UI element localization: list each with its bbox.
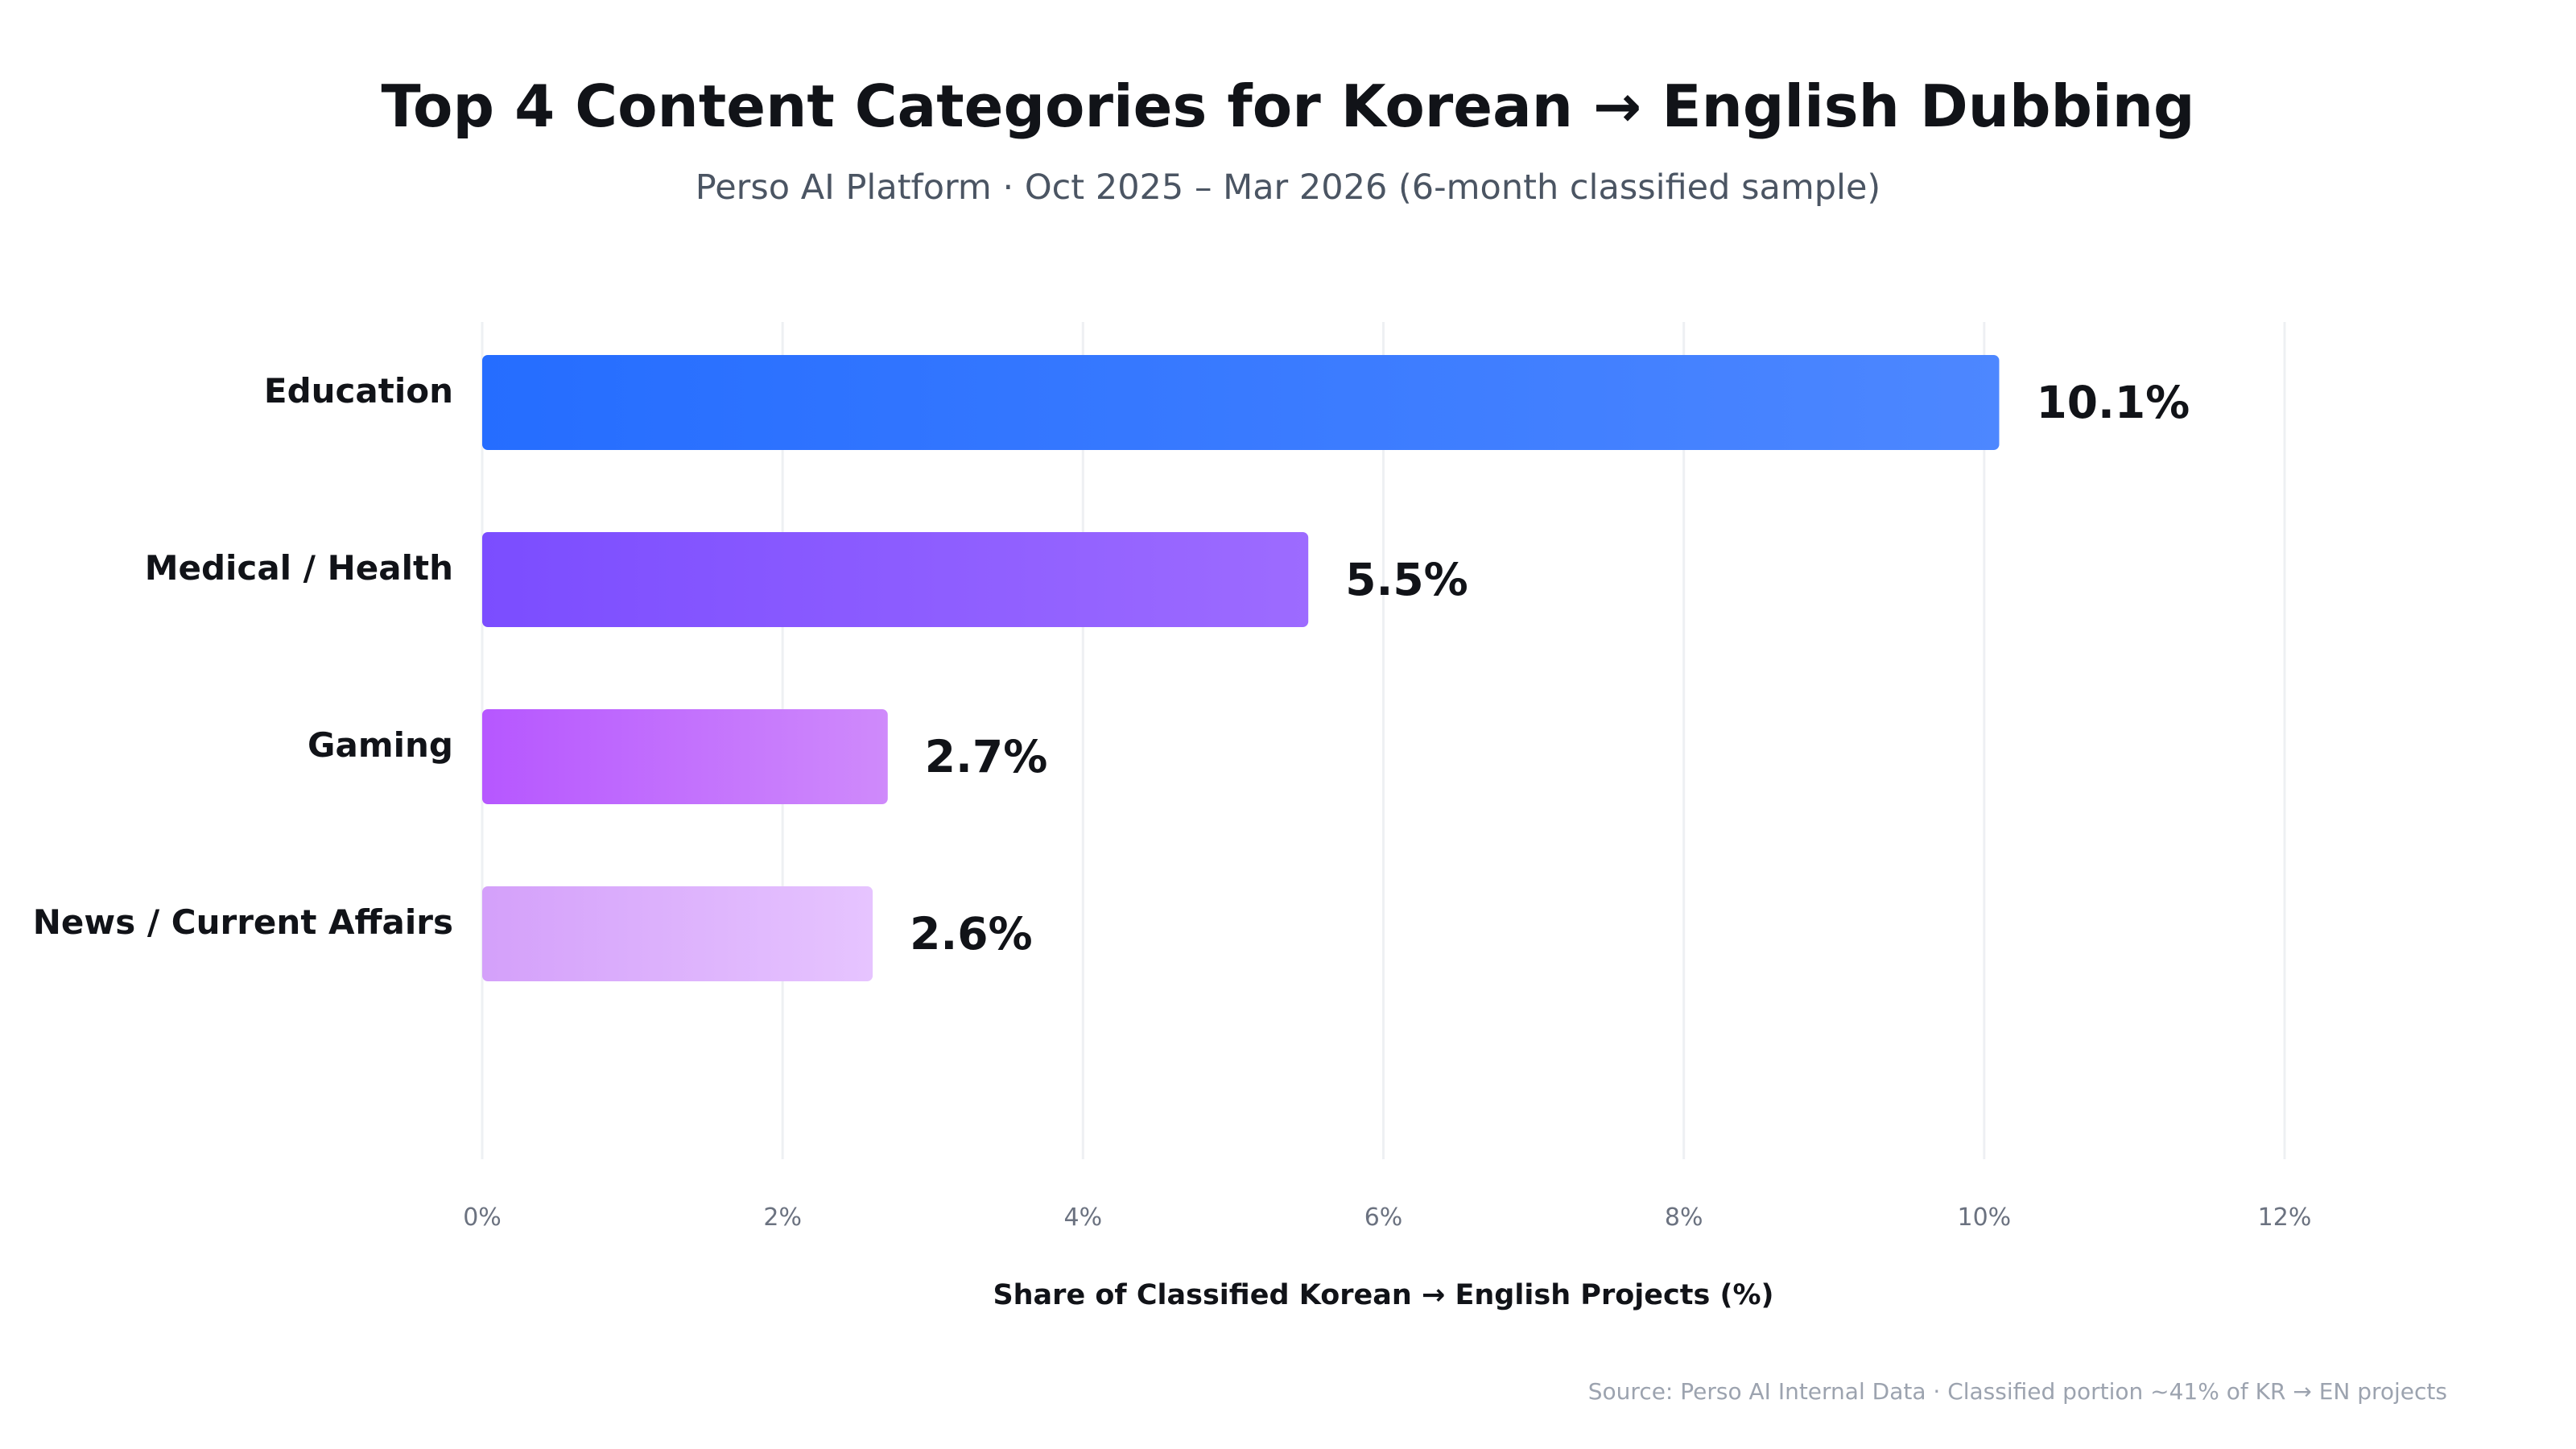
chart-subtitle: Perso AI Platform · Oct 2025 – Mar 2026 … — [695, 167, 1881, 208]
x-tick-label: 10% — [1957, 1203, 2011, 1232]
bar — [482, 355, 2000, 450]
value-label: 2.6% — [910, 908, 1033, 960]
bar — [482, 532, 1309, 627]
category-label: Education — [264, 371, 453, 411]
category-label: News / Current Affairs — [33, 902, 453, 942]
value-label: 2.7% — [925, 731, 1048, 782]
bar — [482, 709, 888, 804]
chart-title: Top 4 Content Categories for Korean → En… — [381, 72, 2195, 140]
category-label: Gaming — [308, 725, 453, 765]
x-axis-label: Share of Classified Korean → English Pro… — [993, 1279, 1773, 1311]
x-tick-label: 12% — [2258, 1203, 2312, 1232]
x-tick-label: 0% — [463, 1203, 502, 1232]
x-tick-label: 2% — [763, 1203, 802, 1232]
x-tick-label: 6% — [1364, 1203, 1403, 1232]
value-label: 5.5% — [1345, 554, 1468, 605]
source-note: Source: Perso AI Internal Data · Classif… — [1587, 1378, 2447, 1405]
bar — [482, 886, 873, 981]
x-tick-label: 8% — [1665, 1203, 1703, 1232]
x-tick-label: 4% — [1064, 1203, 1103, 1232]
category-label: Medical / Health — [145, 548, 453, 588]
value-label: 10.1% — [2036, 377, 2190, 428]
